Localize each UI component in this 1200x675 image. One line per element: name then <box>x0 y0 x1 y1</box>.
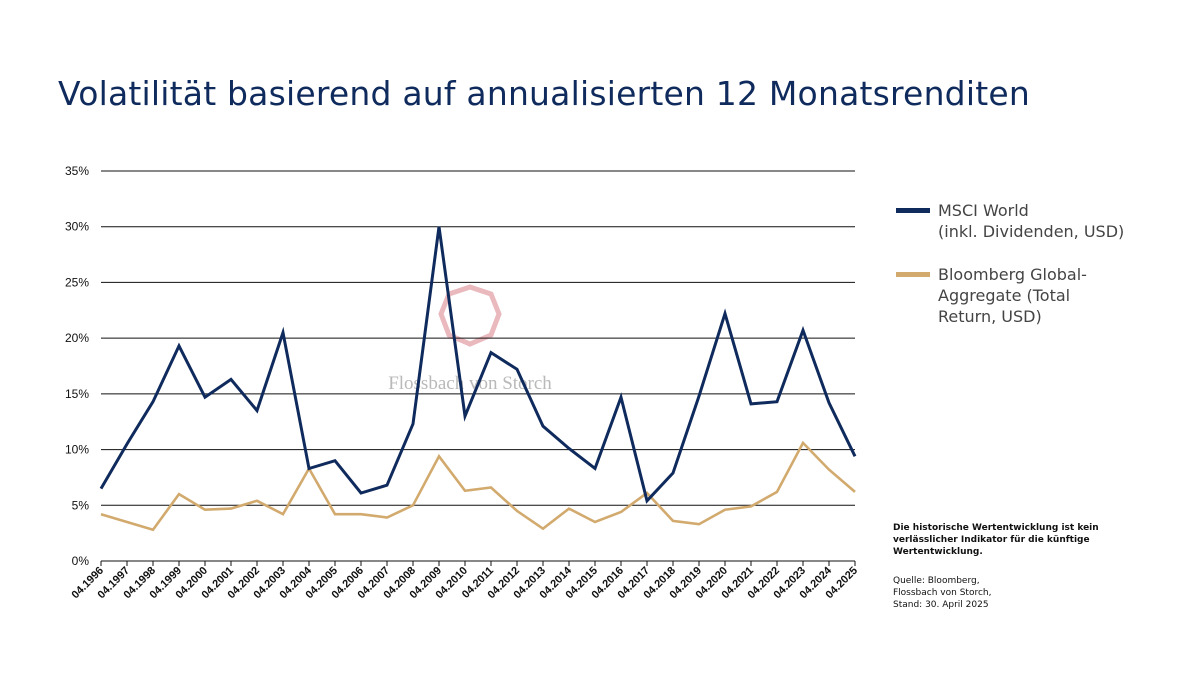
watermark-logo <box>438 284 502 347</box>
grid <box>101 170 855 562</box>
disclaimer-note: Die historische Wertentwicklung ist kein… <box>893 523 1099 557</box>
source-line-2: Flossbach von Storch, <box>893 588 992 598</box>
legend-label-msci-line2: (inkl. Dividenden, USD) <box>938 222 1125 241</box>
y-tick-label: 0% <box>72 554 90 568</box>
series-line-msci-world <box>99 226 857 504</box>
source-line-3: Stand: 30. April 2025 <box>893 600 989 610</box>
x-axis-ticks: 04.199604.199704.199804.199904.200004.20… <box>70 561 860 601</box>
series-line-bloomberg-global-aggregate <box>100 440 856 532</box>
y-tick-label: 15% <box>65 387 89 401</box>
source-line-1: Quelle: Bloomberg, <box>893 576 980 586</box>
y-tick-label: 5% <box>72 498 90 512</box>
legend-swatch-msci <box>896 208 930 213</box>
y-axis-ticks: 0% 5% 10% 15% 20% 25% 30% 35% <box>65 164 89 568</box>
legend-label-bloomberg-line3: Return, USD) <box>938 307 1042 326</box>
y-tick-label: 10% <box>65 443 89 457</box>
y-tick-label: 30% <box>65 220 89 234</box>
watermark-text: Flossbach von Storch <box>388 373 552 394</box>
y-tick-label: 35% <box>65 164 89 178</box>
y-tick-label: 25% <box>65 275 89 289</box>
y-tick-label: 20% <box>65 331 89 345</box>
source-note: Quelle: Bloomberg, Flossbach von Storch,… <box>893 575 1123 611</box>
legend-label-bloomberg-line2: Aggregate (Total <box>938 286 1071 305</box>
legend-swatch-bloomberg <box>896 272 930 277</box>
legend-label-bloomberg-line1: Bloomberg Global- <box>938 265 1087 284</box>
series-lines <box>99 226 857 532</box>
watermark: Flossbach von Storch <box>388 284 552 394</box>
chart-title: Volatilität basierend auf annualisierten… <box>58 74 1030 113</box>
legend-label-msci-line1: MSCI World <box>938 201 1029 220</box>
